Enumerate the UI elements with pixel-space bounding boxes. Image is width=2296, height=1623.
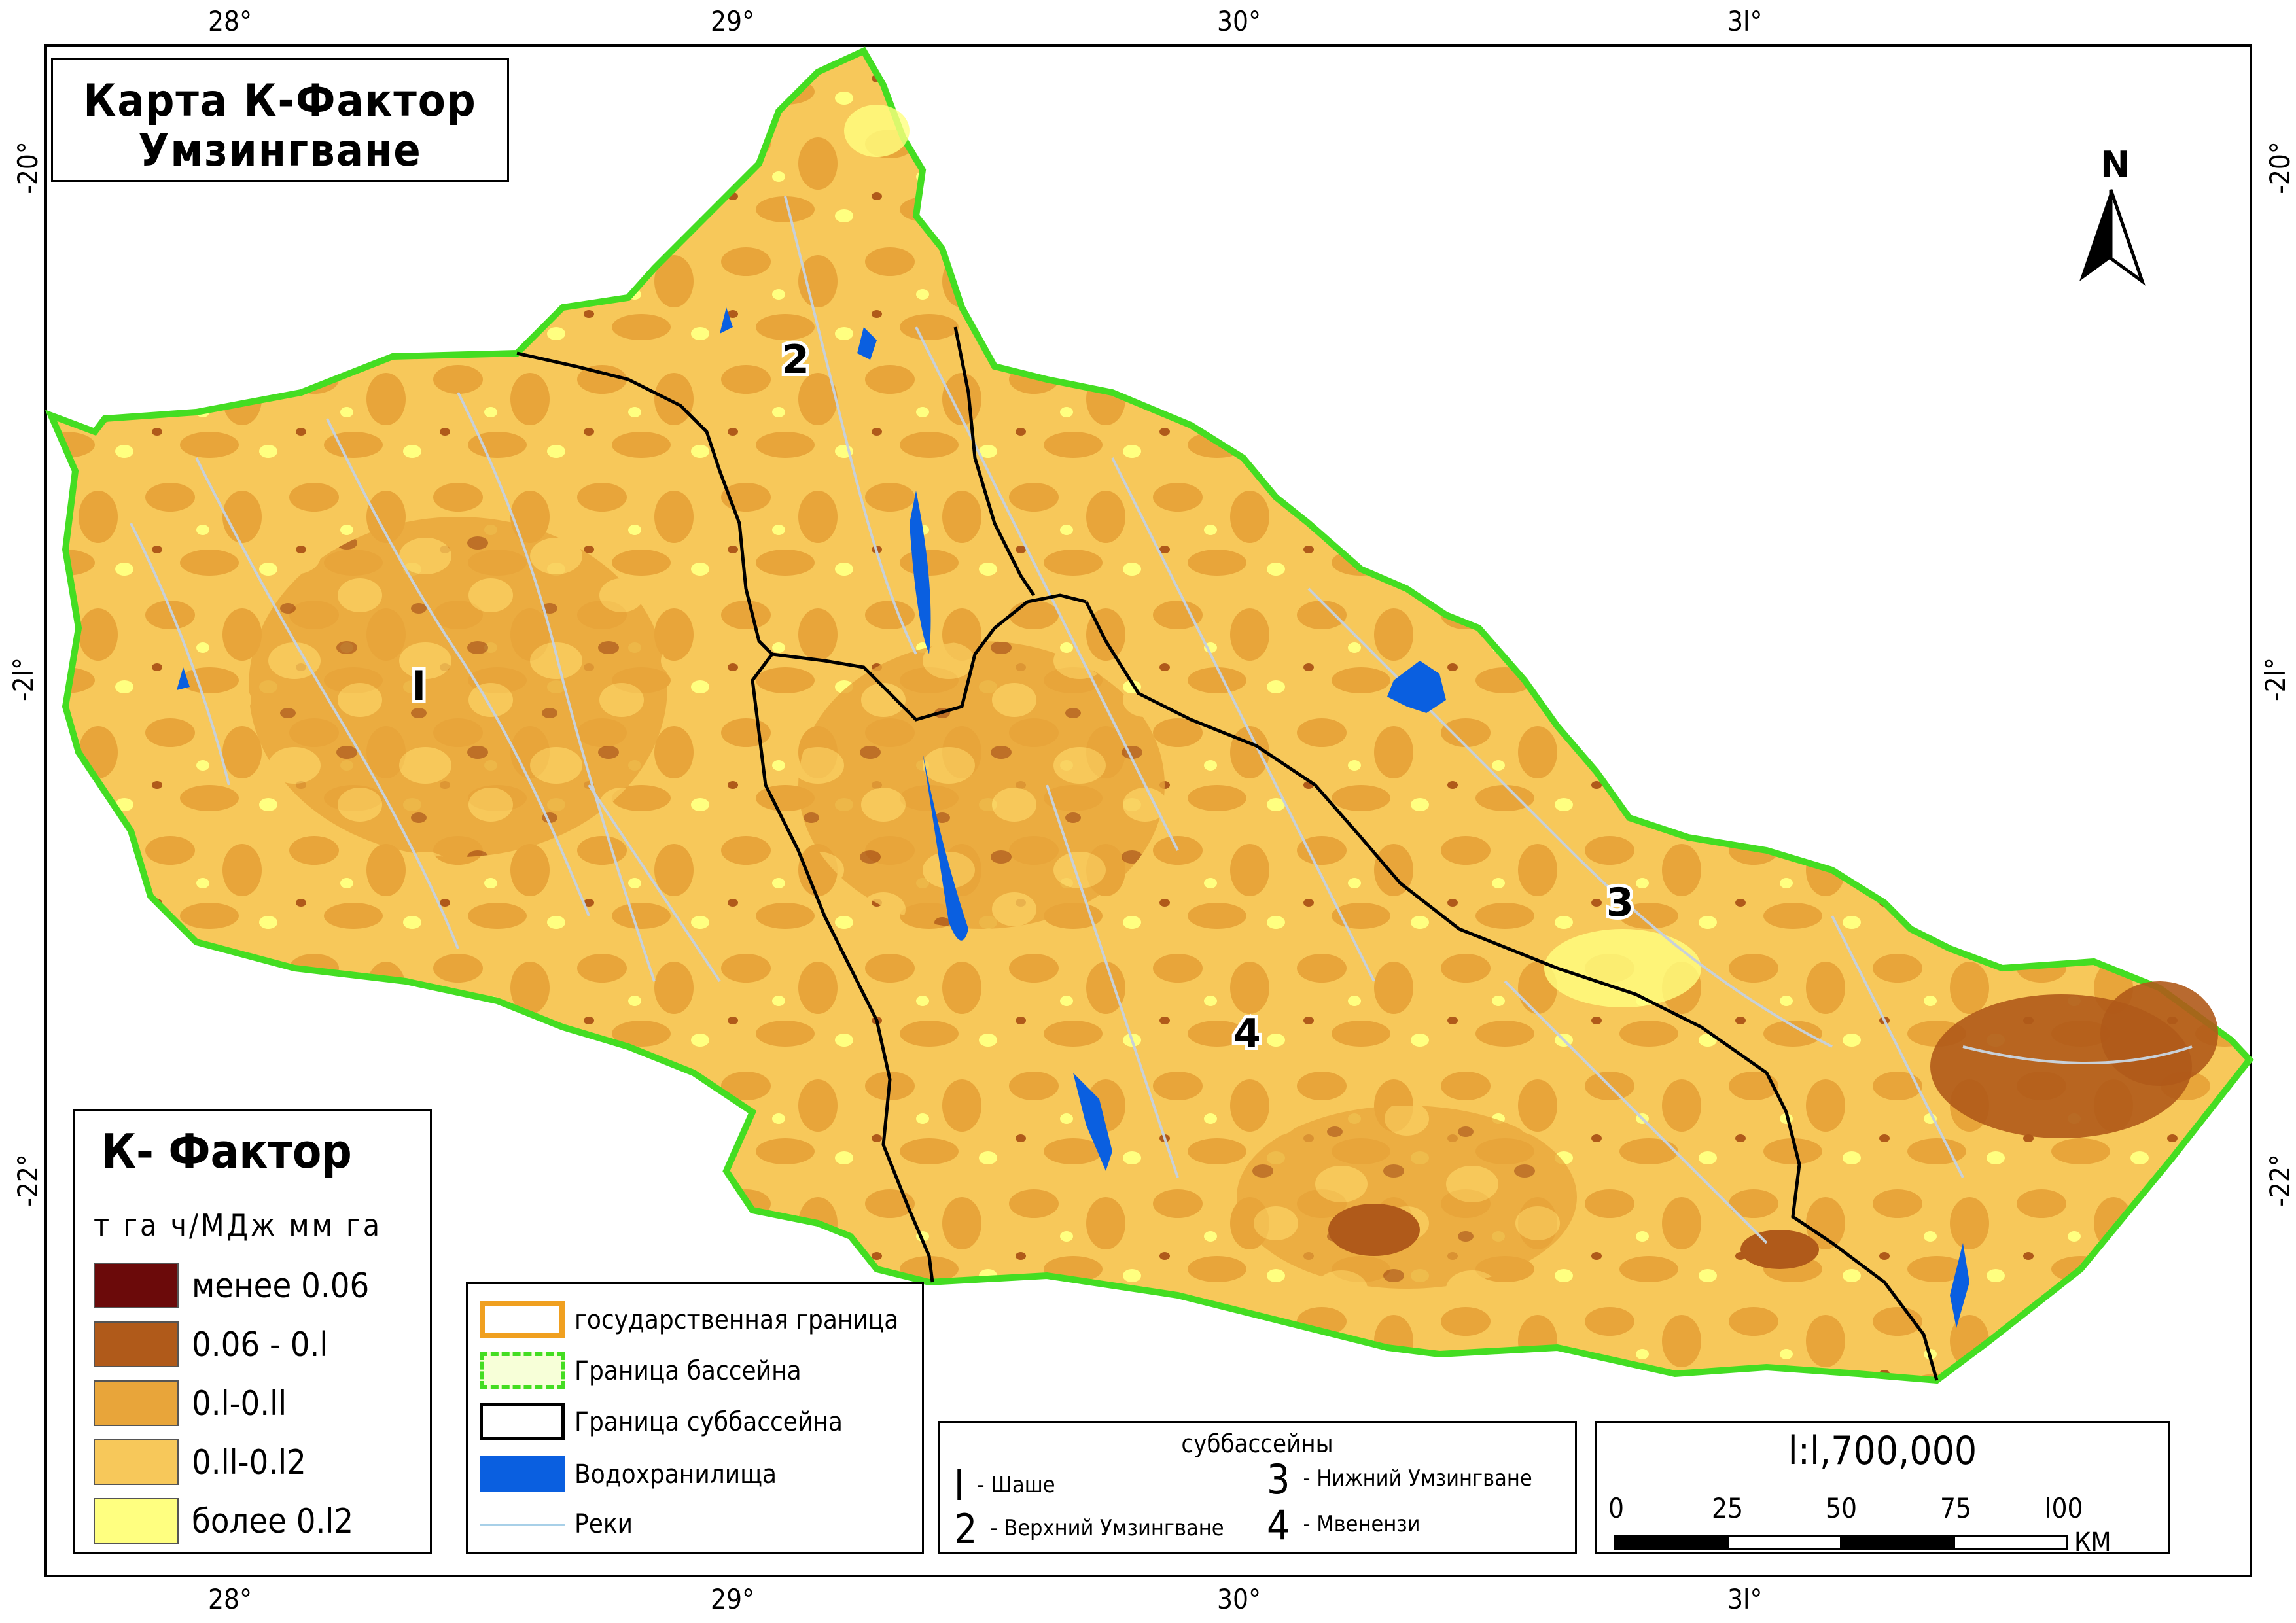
state-border-label: государственная граница <box>574 1305 899 1335</box>
lon-tick-bottom-28: 28° <box>208 1583 252 1615</box>
k-label-3: 0.l-0.ll <box>192 1384 287 1423</box>
darker-zone-central <box>798 641 1165 929</box>
north-label: N <box>2100 144 2130 185</box>
brown-zone-southeast <box>1740 1230 1819 1269</box>
basin-border-swatch <box>480 1352 565 1389</box>
k-legend-item: более 0.l2 <box>94 1498 408 1548</box>
lon-tick-bottom-30: 30° <box>1217 1583 1261 1615</box>
k-swatch-1 <box>94 1263 179 1308</box>
scale-bar-seg-2 <box>1727 1535 1842 1550</box>
brown-zone-south <box>1328 1204 1420 1256</box>
reservoirs <box>177 307 1969 1328</box>
subbasin-item-2: 2 - Верхний Умзингване <box>954 1505 1224 1553</box>
river-swatch <box>480 1524 565 1526</box>
k-factor-legend: К- Фактор т га ч/МДж мм га менее 0.06 0.… <box>73 1109 432 1554</box>
k-legend-title: К- Фактор <box>101 1124 352 1179</box>
k-swatch-3 <box>94 1380 179 1426</box>
brown-zone-east2 <box>2100 981 2218 1086</box>
subbasin-num-1: l <box>954 1462 964 1510</box>
k-legend-item: 0.l-0.ll <box>94 1380 408 1430</box>
k-label-2: 0.06 - 0.l <box>192 1325 328 1365</box>
subbasin-num-2: 2 <box>954 1505 978 1553</box>
subbasin-name-2: - Верхний Умзингване <box>990 1515 1224 1541</box>
map-title-line1: Карта К-Фактор <box>83 75 477 127</box>
lon-tick-bottom-31: 3l° <box>1727 1583 1763 1615</box>
light-zone-east <box>1544 929 1701 1007</box>
subbasin-item-1: l - Шаше <box>954 1462 1055 1510</box>
lon-tick-top-31: 3l° <box>1727 5 1763 37</box>
darker-zone-south <box>1237 1106 1577 1289</box>
legend-item-river: Реки <box>480 1505 911 1550</box>
subbasin-legend: суббассейны l - Шаше 2 - Верхний Умзингван… <box>938 1421 1577 1554</box>
river-label: Реки <box>574 1509 633 1539</box>
scale-label-100: l00 <box>2045 1492 2083 1524</box>
north-arrow-icon: N <box>2079 144 2146 286</box>
subbasin-boundaries <box>516 326 1939 1381</box>
scale-box: l:l,700,000 0 25 50 75 l00 КМ <box>1595 1421 2170 1558</box>
scale-unit: КМ <box>2074 1527 2111 1558</box>
subbasin-label-4: 4 <box>1233 1011 1261 1056</box>
scale-bar-seg-3 <box>1840 1535 1955 1550</box>
subbasin-name-1: - Шаше <box>977 1472 1055 1498</box>
reservoir-label: Водохранилища <box>574 1459 777 1490</box>
subbasin-border-label: Граница суббассейна <box>574 1407 843 1437</box>
k-label-1: менее 0.06 <box>192 1266 370 1306</box>
symbol-legend: государственная граница Граница бассейна… <box>466 1282 924 1554</box>
basin-area <box>44 46 2254 1384</box>
k-label-4: 0.ll-0.l2 <box>192 1443 306 1482</box>
scale-bar-seg-1 <box>1614 1535 1729 1550</box>
scale-ratio: l:l,700,000 <box>1788 1428 1977 1474</box>
scale-label-25: 25 <box>1712 1492 1744 1524</box>
subbasin-label-1: l <box>412 664 426 710</box>
subbasin-item-4: 4 - Мвенензи <box>1267 1501 1420 1549</box>
subbasin-num-4: 4 <box>1267 1501 1290 1549</box>
subbasin-num-3: 3 <box>1267 1456 1290 1503</box>
scale-label-0: 0 <box>1608 1492 1625 1524</box>
scale-bar-seg-4 <box>1953 1535 2068 1550</box>
subbasin-border-swatch <box>480 1403 565 1440</box>
k-legend-units: т га ч/МДж мм га <box>94 1208 383 1243</box>
k-swatch-2 <box>94 1321 179 1367</box>
legend-item-basin-border: Граница бассейна <box>480 1352 911 1397</box>
legend-item-reservoir: Водохранилища <box>480 1456 911 1500</box>
k-swatch-5 <box>94 1498 179 1544</box>
k-legend-item: менее 0.06 <box>94 1263 408 1312</box>
subbasin-name-4: - Мвенензи <box>1303 1511 1421 1537</box>
lon-tick-top-30: 30° <box>1217 5 1261 37</box>
reservoir-swatch <box>480 1456 565 1492</box>
k-legend-item: 0.06 - 0.l <box>94 1321 408 1371</box>
rivers <box>130 196 2193 1244</box>
k-swatch-4 <box>94 1439 179 1485</box>
legend-item-state-border: государственная граница <box>480 1301 911 1346</box>
lon-tick-top-29: 29° <box>711 5 754 37</box>
basin-border-label: Граница бассейна <box>574 1356 802 1386</box>
subbasin-item-3: 3 - Нижний Умзингване <box>1267 1456 1532 1503</box>
k-legend-item: 0.ll-0.l2 <box>94 1439 408 1489</box>
darker-zone-west <box>249 517 667 857</box>
legend-item-subbasin-border: Граница суббассейна <box>480 1403 911 1448</box>
k-label-5: более 0.l2 <box>192 1502 354 1541</box>
subbasin-label-3: 3 <box>1606 880 1634 926</box>
state-border-swatch <box>480 1301 565 1338</box>
lon-tick-top-28: 28° <box>208 5 252 37</box>
map-title-box: Карта К-Фактор Умзингване <box>51 58 509 182</box>
subbasin-label-2: 2 <box>782 337 809 383</box>
lon-tick-bottom-29: 29° <box>711 1583 754 1615</box>
map-frame <box>44 44 2252 1577</box>
map-title-line2: Умзингване <box>138 125 422 177</box>
scale-label-50: 50 <box>1826 1492 1858 1524</box>
light-zone-north <box>844 105 910 157</box>
scale-label-75: 75 <box>1940 1492 1972 1524</box>
subbasin-name-3: - Нижний Умзингване <box>1303 1465 1532 1492</box>
subbasin-legend-title: суббассейны <box>1181 1429 1333 1458</box>
